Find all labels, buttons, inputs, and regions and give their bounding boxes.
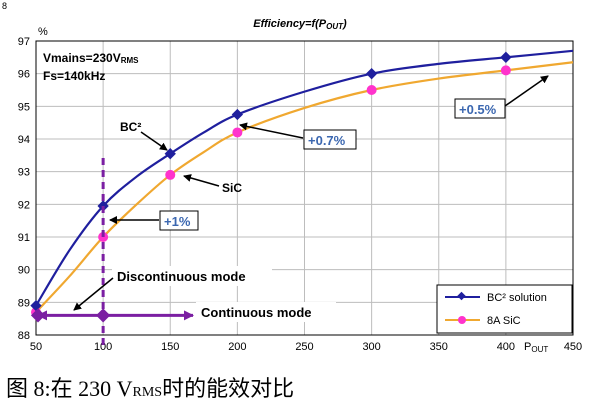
x-tick-label: 450 <box>564 341 582 353</box>
data-point-bc2 <box>500 51 512 63</box>
x-tick-label: 350 <box>430 341 448 353</box>
legend-box <box>436 284 573 334</box>
delta-box-200: +0.7% <box>303 129 357 150</box>
y-tick-label: 88 <box>18 330 30 342</box>
chart-title-main: Efficiency=f(P <box>253 18 327 30</box>
sic-arrow <box>183 174 220 187</box>
caption-main: 图 8:在 230 V <box>6 376 133 401</box>
y-axis-label: % <box>38 26 48 38</box>
data-point-bc2 <box>164 148 176 160</box>
series-line-bc2 <box>35 49 574 307</box>
delta-arrow-400 <box>504 75 549 107</box>
y-tick-label: 96 <box>18 69 30 81</box>
discontinuous-mode-arrow <box>73 277 114 311</box>
y-tick-label: 97 <box>18 36 30 48</box>
legend: BC² solution 8A SiC <box>436 284 573 334</box>
delta-label-400: +0.5% <box>459 102 497 117</box>
y-tick-label: 90 <box>18 265 30 277</box>
bc2-label: BC² <box>120 120 141 134</box>
data-point-bc2 <box>231 108 244 121</box>
data-point-sic <box>232 127 243 138</box>
continuous-mode-label: Continuous mode <box>201 305 312 320</box>
delta-label-200: +0.7% <box>308 133 346 148</box>
mode-boundary-marker <box>96 308 111 323</box>
mode-start-marker <box>30 308 46 323</box>
vmains-annotation: Vmains=230VRMS <box>43 51 139 65</box>
legend-label-bc2: BC² solution <box>487 292 547 304</box>
efficiency-chart: 8 Efficiency=f(POUT) 8889909192939495969… <box>2 1 582 354</box>
x-axis-label-main: P <box>524 341 531 353</box>
bc2-arrow <box>140 131 168 151</box>
continuous-mode-bg <box>196 302 336 322</box>
y-tick-label: 94 <box>18 134 30 146</box>
x-tick-label: 150 <box>161 341 179 353</box>
x-tick-labels: 50 100 150 200 250 300 350 400 450 <box>30 341 582 353</box>
discontinuous-mode-bg <box>112 266 272 286</box>
y-tick-label: 95 <box>18 101 30 113</box>
sic-label: SiC <box>222 181 242 195</box>
y-tick-label: 91 <box>18 232 30 244</box>
plot-frame <box>35 40 574 336</box>
fs-annotation: Fs=140kHz <box>43 69 105 83</box>
vmains-sub: RMS <box>121 56 139 65</box>
data-point-sic <box>165 169 176 180</box>
chart-title-end: ) <box>342 18 347 30</box>
delta-label-100: +1% <box>164 214 191 229</box>
x-tick-label: 400 <box>497 341 515 353</box>
x-tick-label: 250 <box>295 341 313 353</box>
caption-sub: RMS <box>132 385 163 400</box>
x-axis-label-sub: OUT <box>531 345 548 354</box>
x-tick-label: 100 <box>94 341 112 353</box>
x-tick-label: 200 <box>228 341 246 353</box>
mode-annotations: Discontinuous mode Continuous mode <box>30 158 336 348</box>
figure-caption: 图 8:在 230 VRMS时的能效对比 <box>6 371 294 403</box>
chart-title-sub: OUT <box>326 22 344 31</box>
corner-mark: 8 <box>2 1 7 11</box>
chart-title: Efficiency=f(POUT) <box>253 18 347 31</box>
y-tick-label: 92 <box>18 199 30 211</box>
delta-box-400: +0.5% <box>454 98 506 119</box>
data-point-sic <box>500 65 511 76</box>
delta-box-100: +1% <box>159 210 199 231</box>
y-tick-labels: 88 89 90 91 92 93 94 95 96 97 <box>18 36 30 342</box>
data-point-bc2 <box>365 68 378 80</box>
legend-label-sic: 8A SiC <box>487 315 521 327</box>
delta-arrow-200 <box>239 122 304 139</box>
caption-end: 时的能效对比 <box>162 376 295 401</box>
vmains-main: Vmains=230V <box>43 51 121 65</box>
discontinuous-mode-label: Discontinuous mode <box>117 269 246 284</box>
x-axis-label: POUT <box>524 341 548 354</box>
legend-marker-bc2 <box>457 291 466 301</box>
y-tick-label: 93 <box>18 167 30 179</box>
y-tick-label: 89 <box>18 297 30 309</box>
x-tick-label: 300 <box>362 341 380 353</box>
legend-marker-sic <box>458 316 466 324</box>
x-tick-label: 50 <box>30 341 42 353</box>
data-point-sic <box>366 85 377 95</box>
series-layer <box>30 49 574 318</box>
